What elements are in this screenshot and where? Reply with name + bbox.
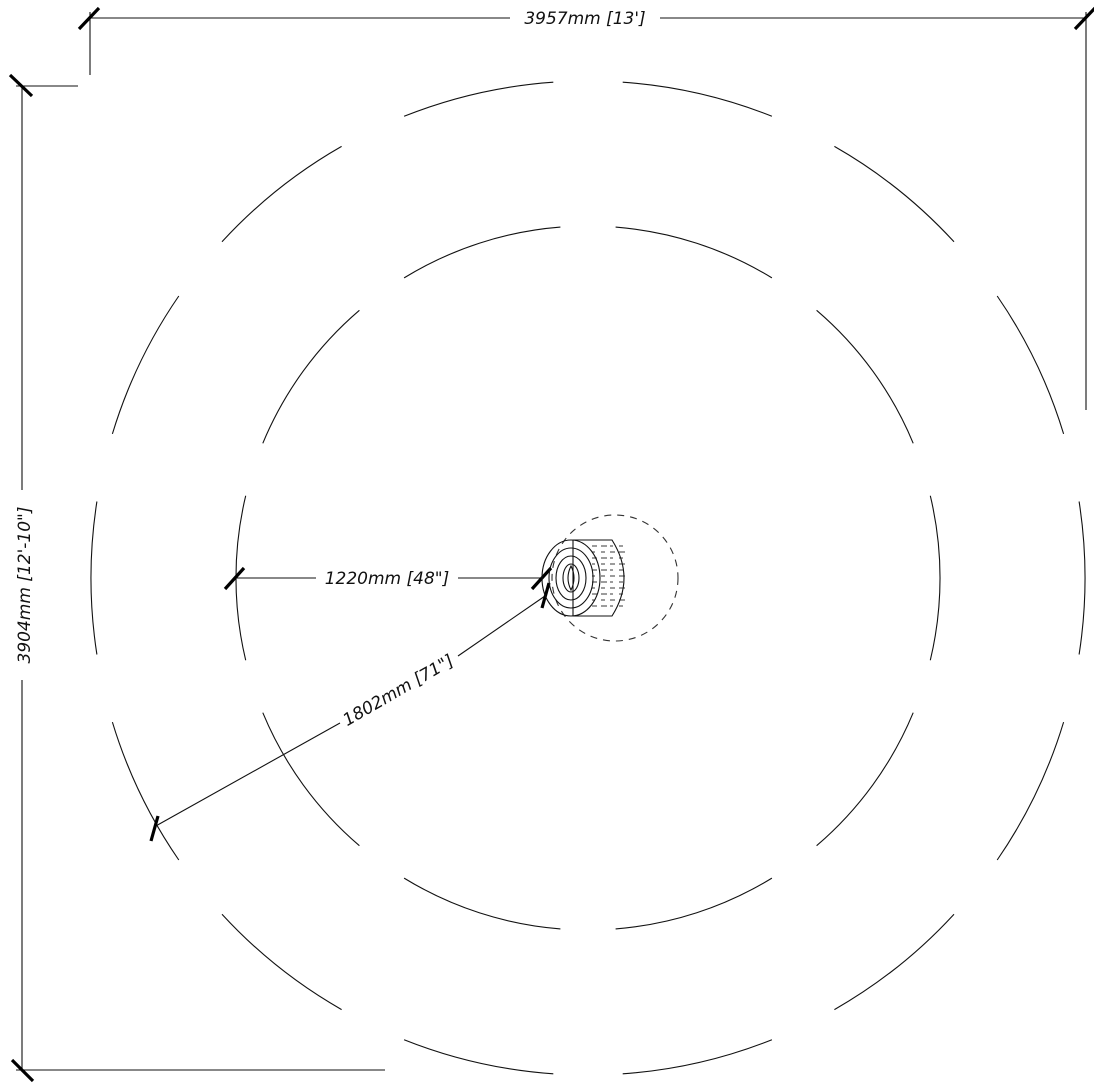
outer-radius-tick-outer xyxy=(149,815,160,842)
width-dimension-label: 3957mm [13'] xyxy=(524,9,645,29)
stump-end-face xyxy=(541,539,601,617)
outer-radius-dimension: 1802mm [71"] xyxy=(149,582,551,842)
inner-circle-arc xyxy=(262,309,360,444)
center-stump xyxy=(541,514,679,642)
outer-clearance-circle xyxy=(90,81,1086,1075)
outer-circle-arc xyxy=(90,501,98,655)
height-dimension: 3904mm [12'-10"] xyxy=(8,73,385,1083)
outer-circle-arc xyxy=(403,81,554,117)
inner-radius-label: 1220mm [48"] xyxy=(325,569,450,589)
inner-circle-arc xyxy=(403,226,561,279)
inner-circle-arc xyxy=(816,712,914,847)
inner-circle-arc xyxy=(615,877,773,930)
width-tick-left xyxy=(77,6,101,31)
outer-circle-arc xyxy=(221,145,342,243)
inner-radius-tick-left xyxy=(223,566,246,591)
outer-circle-arc xyxy=(834,913,955,1011)
inner-circle-arc xyxy=(262,712,360,847)
outer-circle-arc xyxy=(403,1039,554,1075)
inner-circle-arc xyxy=(615,226,773,279)
outer-circle-arc xyxy=(111,295,180,435)
inner-circle-arc xyxy=(816,309,914,444)
stump-footprint-dashed xyxy=(551,514,679,642)
width-tick-right xyxy=(1073,6,1094,31)
outer-circle-arc xyxy=(996,721,1065,861)
width-dimension: 3957mm [13'] xyxy=(77,6,1094,410)
outer-circle-arc xyxy=(834,145,955,243)
outer-radius-label: 1802mm [71"] xyxy=(340,651,458,731)
outer-circle-arc xyxy=(111,721,180,861)
inner-circle-arc xyxy=(929,495,941,661)
height-tick-top xyxy=(8,73,34,98)
inner-radius-dimension: 1220mm [48"] xyxy=(223,566,553,591)
height-tick-bottom xyxy=(10,1058,35,1083)
outer-circle-arc xyxy=(996,295,1065,435)
outer-circle-arc xyxy=(221,913,342,1011)
outer-circle-arc xyxy=(1078,501,1086,655)
inner-circle-arc xyxy=(403,877,561,930)
height-dimension-label: 3904mm [12'-10"] xyxy=(15,507,35,664)
outer-circle-arc xyxy=(622,1039,773,1075)
outer-circle-arc xyxy=(622,81,773,117)
